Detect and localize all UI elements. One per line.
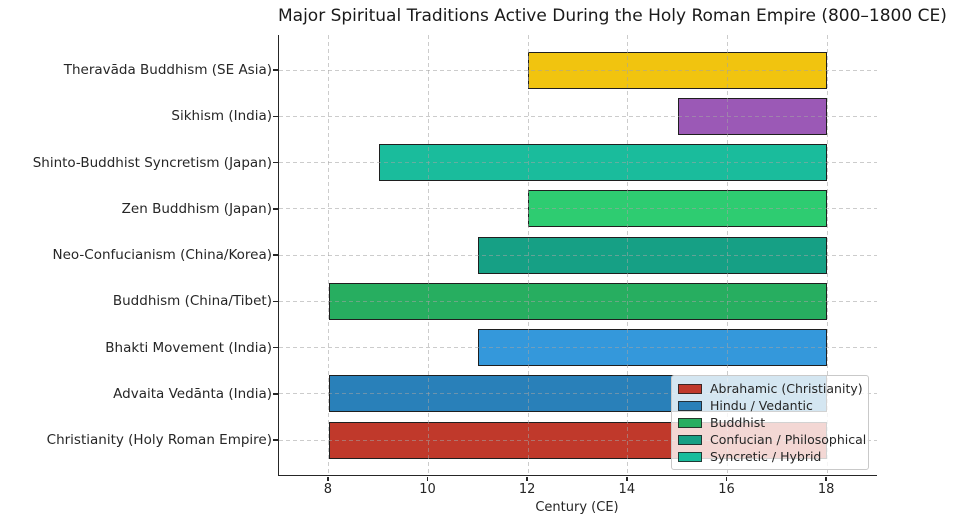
y-gridline [279,254,877,256]
y-tick-mark [273,161,278,164]
x-tick-label: 10 [419,482,436,497]
x-tick-mark [626,476,628,481]
x-tick-label: 12 [518,482,536,497]
y-gridline [279,347,877,348]
x-tick-label: 16 [718,482,735,497]
x-tick-mark [725,476,728,481]
y-gridline [279,300,877,302]
x-tick-mark [327,476,329,481]
chart-title: Major Spiritual Traditions Active During… [278,6,947,26]
legend-entry: Syncretic / Hybrid [678,448,868,465]
y-tick-label: Bhakti Movement (India) [105,339,272,356]
legend-entry: Buddhist [678,414,868,431]
plot-area: Abrahamic (Christianity) Hindu / Vedantic… [278,35,877,476]
legend-entry-label: Abrahamic (Christianity) [710,381,863,396]
legend-entry-label: Hindu / Vedantic [710,398,813,413]
x-tick-label: 18 [817,482,835,497]
x-tick-mark [526,476,528,481]
y-tick-mark [273,393,278,395]
legend-color-swatch [678,417,702,428]
y-tick-label: Shinto-Buddhist Syncretism (Japan) [32,154,272,171]
legend-color-swatch [678,434,702,445]
chart-legend: Abrahamic (Christianity) Hindu / Vedantic… [671,375,869,470]
x-tick-label: 14 [618,482,636,497]
legend-entry: Confucian / Philosophical [678,431,868,448]
y-tick-mark [273,300,278,302]
y-tick-label: Neo-Confucianism (China/Korea) [52,247,272,263]
legend-entry: Abrahamic (Christianity) [678,380,868,397]
legend-color-swatch [678,383,702,394]
legend-entry-label: Confucian / Philosophical [710,432,867,447]
y-gridline [279,393,877,395]
y-tick-label: Sikhism (India) [171,108,272,125]
y-tick-label: Advaita Vedānta (India) [113,385,272,402]
x-axis-label: Century (CE) [535,500,619,515]
y-tick-label: Buddhism (China/Tibet) [112,293,272,310]
legend-entry-label: Syncretic / Hybrid [710,449,822,464]
y-gridline [279,69,877,71]
legend-color-swatch [678,451,702,462]
y-tick-mark [273,439,278,441]
y-tick-label: Zen Buddhism (Japan) [121,200,272,217]
y-tick-mark [273,208,278,210]
y-tick-mark [273,69,278,71]
legend-entry: Hindu / Vedantic [678,397,868,414]
y-gridline [279,208,877,210]
x-tick-mark [426,476,429,481]
y-tick-mark [273,254,278,256]
y-tick-label: Christianity (Holy Roman Empire) [46,432,272,448]
y-gridline [279,162,877,163]
x-tick-mark [825,476,827,481]
y-tick-mark [273,115,278,117]
legend-color-swatch [678,400,702,411]
y-gridline [279,115,877,117]
x-tick-label: 8 [323,482,332,497]
y-gridline [279,439,877,441]
y-tick-mark [273,346,278,349]
y-tick-label: Theravāda Buddhism (SE Asia) [63,62,272,78]
legend-entry-label: Buddhist [710,415,766,430]
